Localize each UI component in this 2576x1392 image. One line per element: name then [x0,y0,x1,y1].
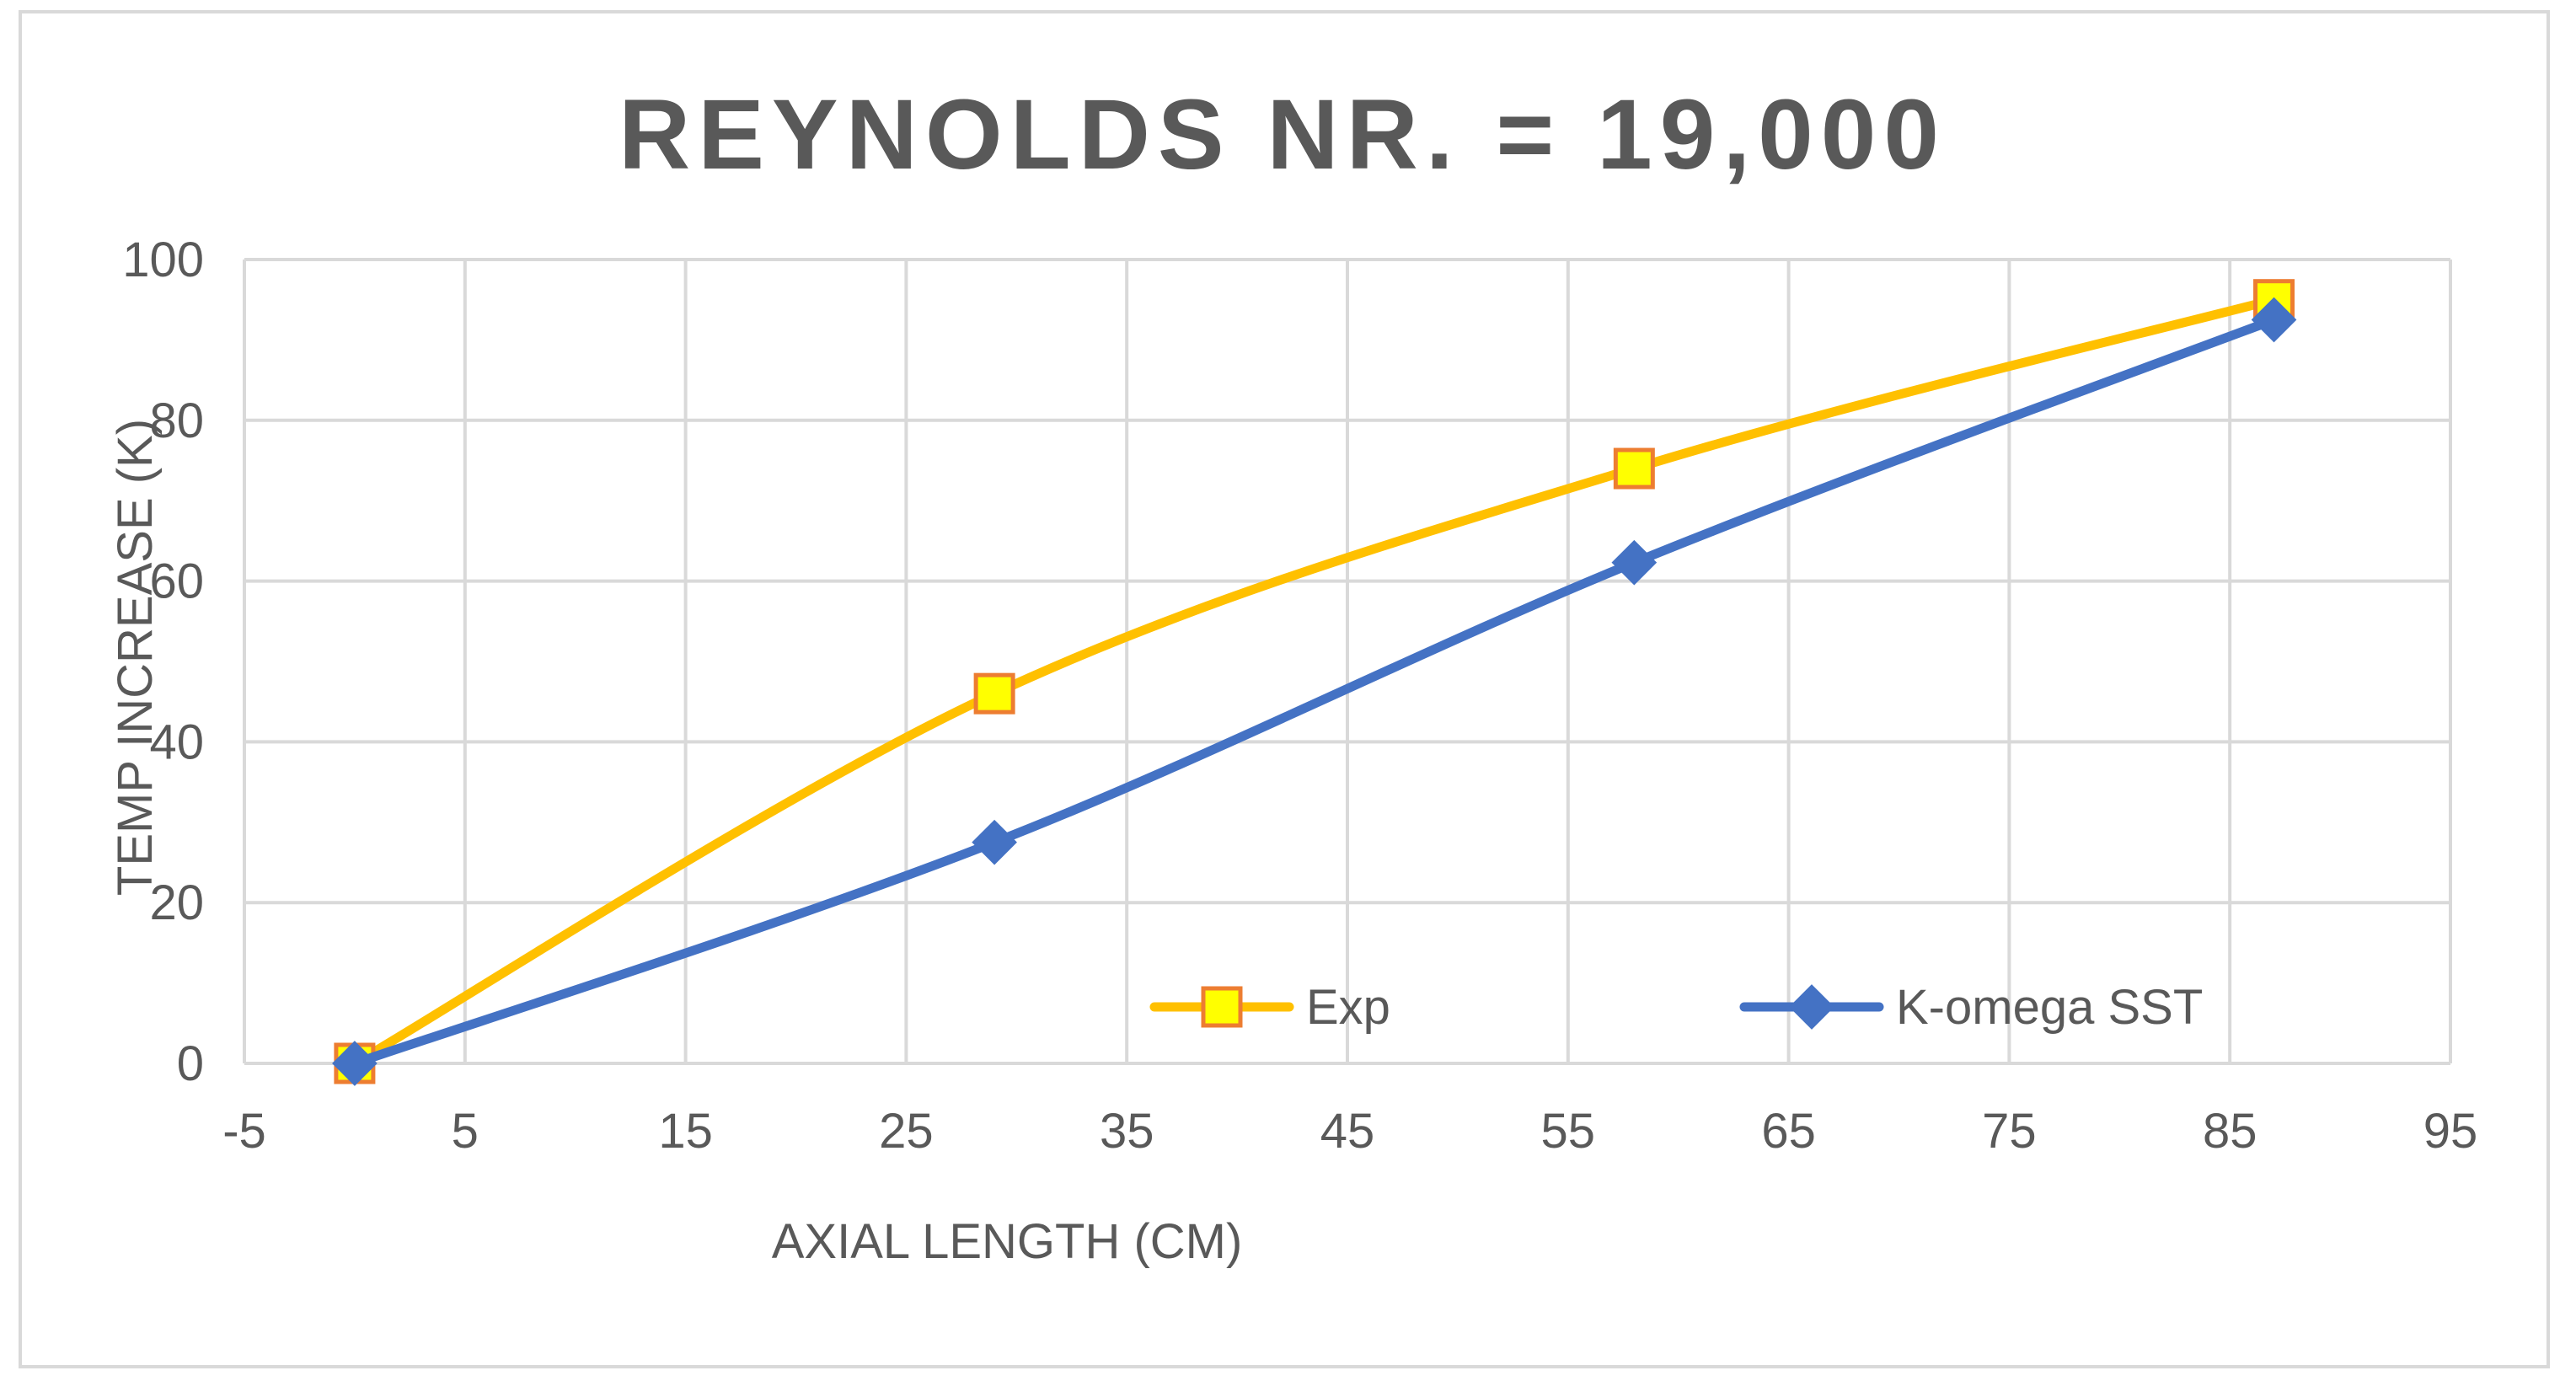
legend-label-1: K-omega SST [1896,980,2203,1035]
y-tick-label-2: 40 [149,715,204,769]
y-tick-label-4: 80 [149,394,204,448]
legend-item-0: Exp [1149,980,1390,1035]
x-tick-label-2: 15 [658,1104,713,1159]
x-tick-label-8: 75 [1982,1104,2037,1159]
x-tick-label-7: 65 [1761,1104,1816,1159]
legend: Exp K-omega SST [1149,980,2203,1035]
series-line-1 [350,315,2279,1068]
y-tick-label-5: 100 [122,233,204,287]
legend-item-1: K-omega SST [1739,980,2203,1035]
x-tick-label-5: 45 [1320,1104,1375,1159]
y-axis-title: TEMP INCREASE (K) [108,419,163,896]
x-tick-label-4: 35 [1100,1104,1154,1159]
x-axis-title: AXIAL LENGTH (CM) [772,1214,1243,1269]
chart-title: REYNOLDS NR. = 19,000 [619,79,1947,190]
series-0-point-1 [973,672,1015,715]
series-1 [332,297,2297,1086]
x-axis-ticks: -5 5 15 25 35 45 55 65 75 85 95 [222,1104,2477,1159]
y-tick-label-0: 0 [177,1036,204,1091]
series-1-point-1 [972,819,1017,865]
chart-frame [19,10,2550,1368]
y-axis-ticks: 0 20 40 60 80 100 [122,233,204,1091]
x-tick-label-3: 25 [879,1104,934,1159]
legend-swatch-marker-1 [1789,984,1834,1030]
legend-label-0: Exp [1306,980,1390,1035]
y-tick-label-3: 60 [149,554,204,609]
series-layer [332,279,2297,1086]
series-1-point-0 [332,1041,378,1086]
x-tick-label-9: 85 [2203,1104,2257,1159]
x-tick-label-6: 55 [1541,1104,1596,1159]
x-tick-label-1: 5 [452,1104,479,1159]
series-1-point-3 [2251,297,2297,343]
legend-swatch-marker-0 [1201,986,1243,1028]
x-tick-label-10: 95 [2423,1104,2478,1159]
series-1-point-2 [1611,539,1658,586]
x-tick-label-0: -5 [222,1104,266,1159]
y-tick-label-1: 20 [149,875,204,930]
series-0 [334,279,2295,1084]
series-line-0 [350,295,2279,1068]
series-0-point-2 [1613,447,1655,490]
